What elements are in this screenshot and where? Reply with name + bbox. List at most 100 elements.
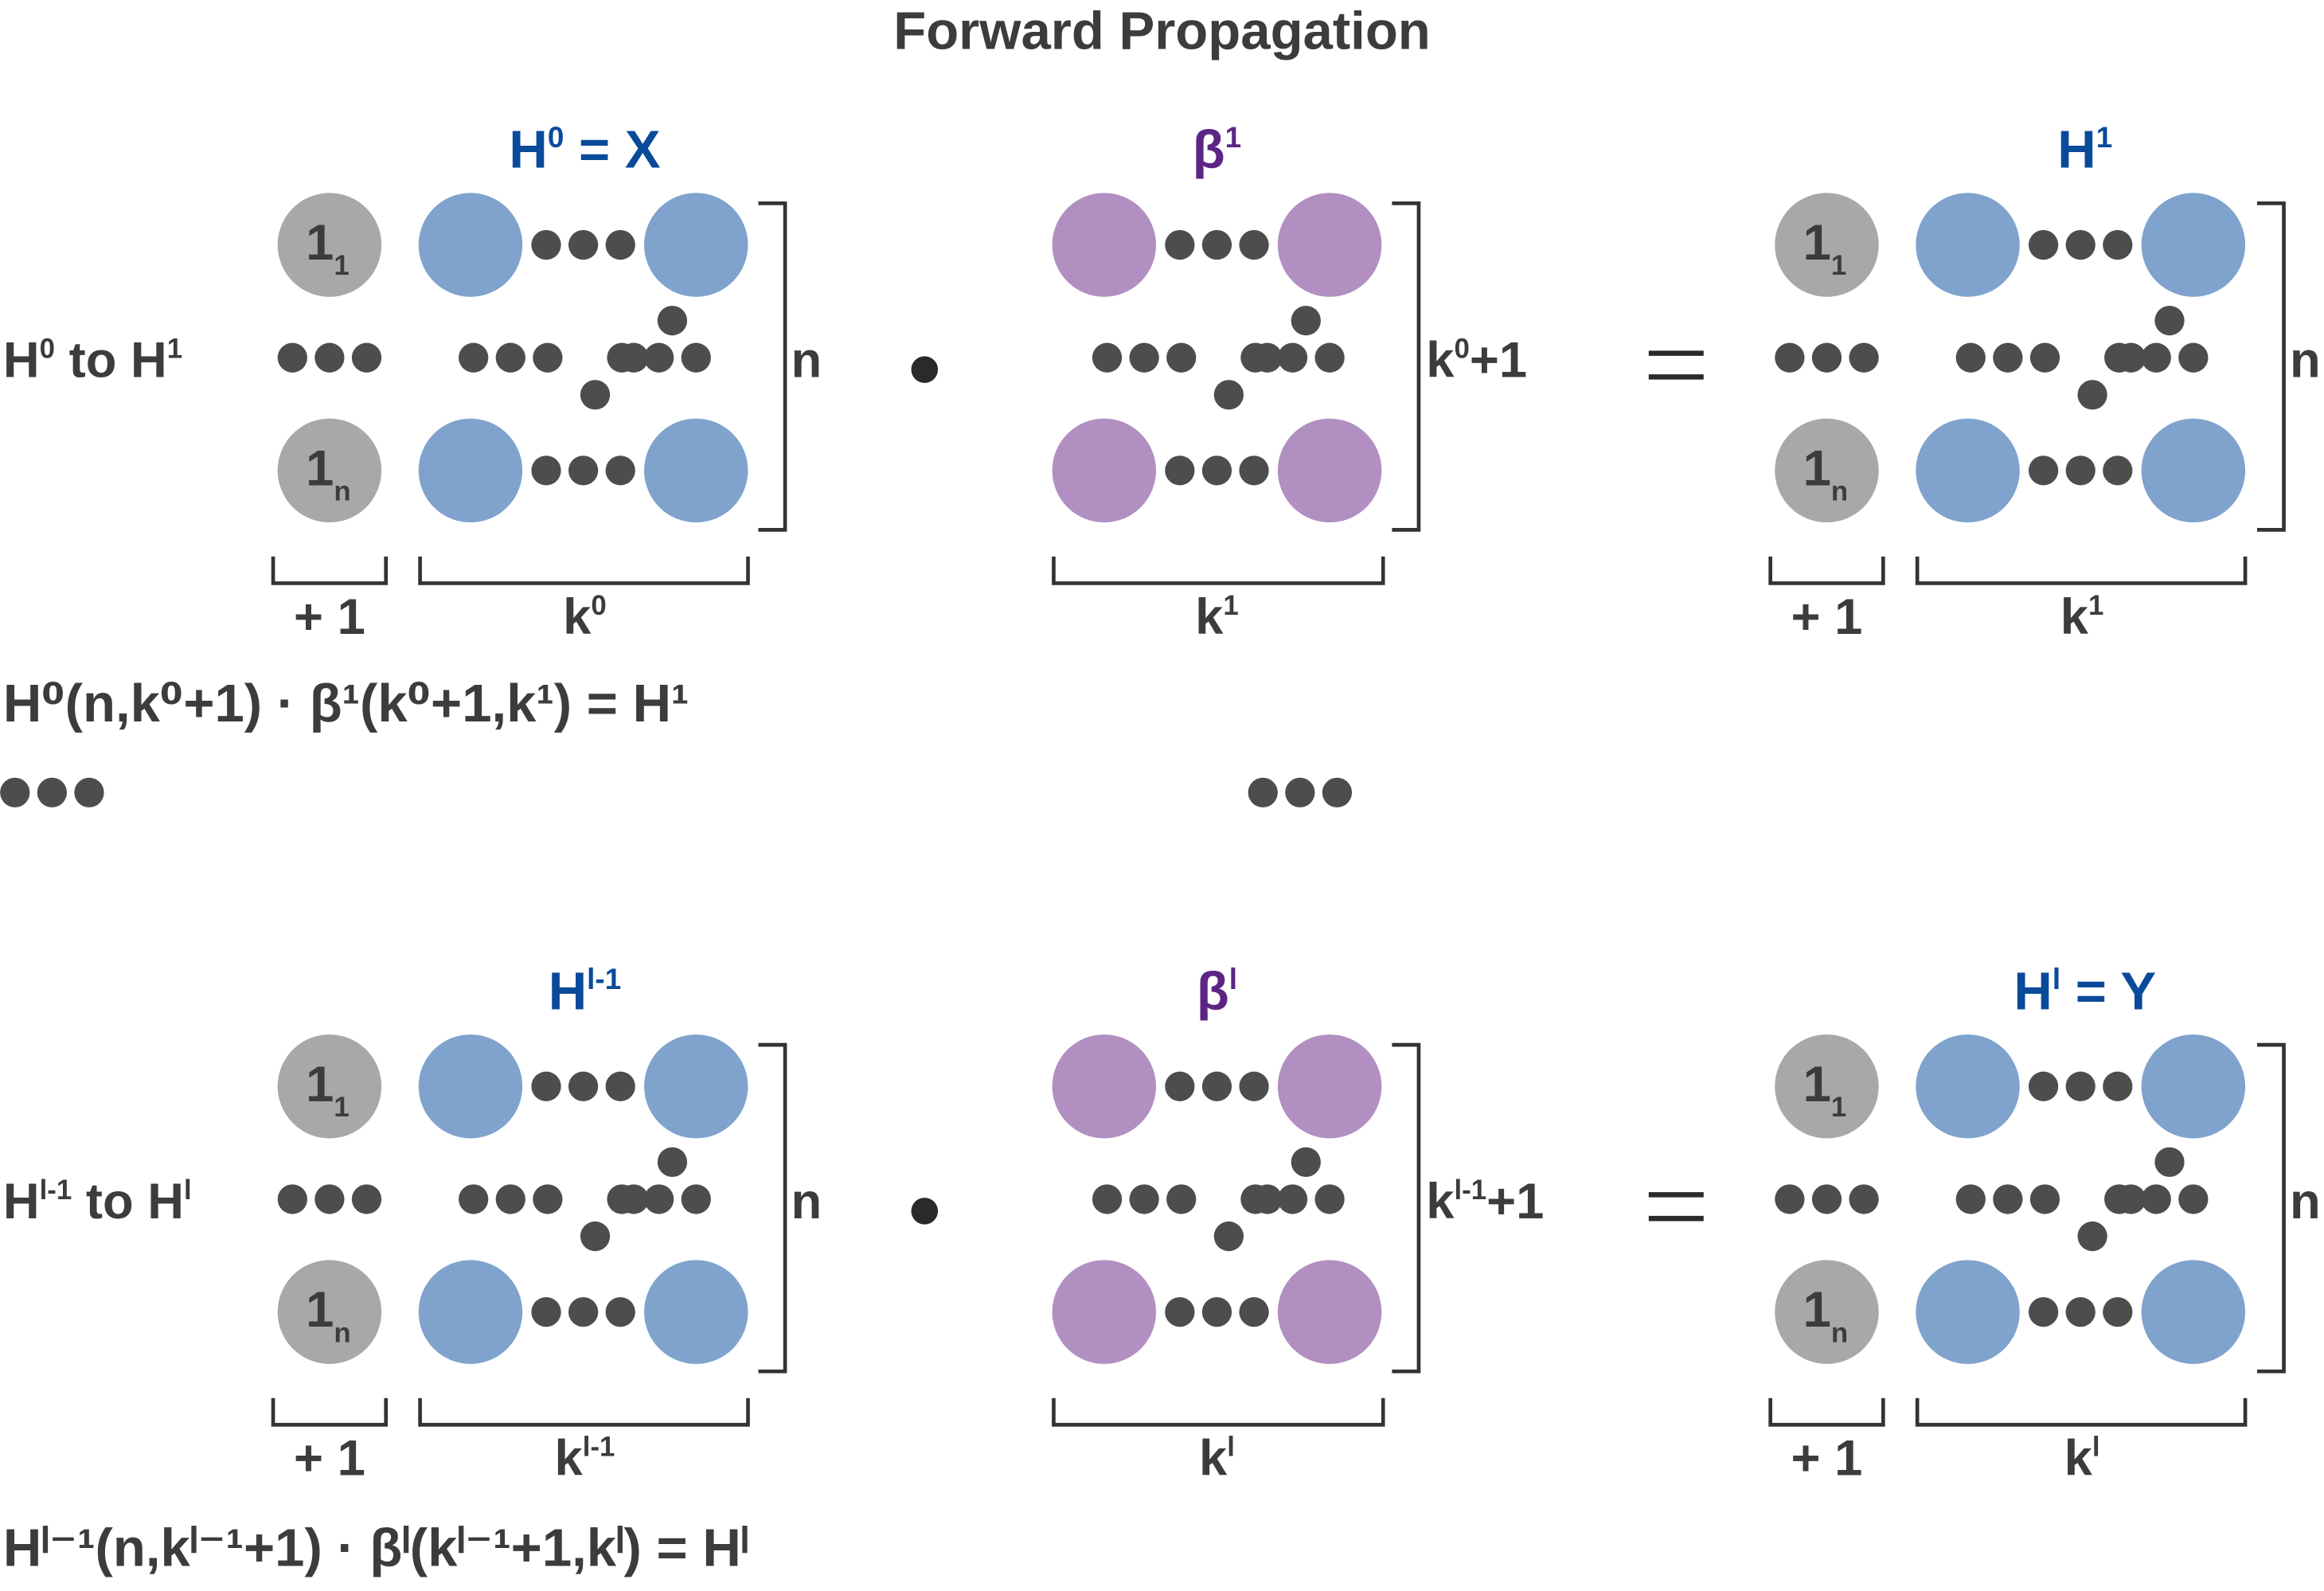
ellipsis-dot <box>619 1184 649 1214</box>
weight-node-bottom-right <box>1277 418 1382 523</box>
input-bias-ellipsis <box>277 342 382 373</box>
input-bias-bracket <box>271 1398 389 1427</box>
output-bottom-row-ellipsis <box>2028 455 2133 486</box>
input-middle-left-ellipsis <box>459 342 563 373</box>
ellipsis-dot <box>605 1071 635 1101</box>
layer-row-last: Hl-1​ to Hl​ Hl-1​ 11​ 1n​ n + 1 kl-1​ βl​ kl-1​… <box>3 961 2321 1577</box>
input-width-label: k0​ <box>563 589 607 645</box>
ellipsis-dot <box>1775 342 1805 373</box>
input-bias-node-bottom-label: 1n​ <box>306 440 351 506</box>
output-node-bottom-left <box>1916 418 2020 523</box>
ellipsis-dot <box>2077 1221 2107 1252</box>
ellipsis-dot <box>1092 342 1123 373</box>
ellipsis-dot <box>314 342 345 373</box>
input-bias-node-bottom-label: 1n​ <box>306 1282 351 1348</box>
ellipsis-dot <box>2065 455 2096 486</box>
ellipsis-dot <box>1201 1071 1232 1101</box>
input-bias-node-top <box>277 193 382 297</box>
input-node-top-right <box>644 193 748 297</box>
ellipsis-dot <box>2141 1184 2171 1214</box>
ellipsis-dot <box>531 229 561 260</box>
output-width-label: kl​ <box>2064 1431 2100 1487</box>
input-rows-label: n <box>791 1174 822 1229</box>
input-rows-bracket <box>758 1042 787 1374</box>
ellipsis-dot <box>605 229 635 260</box>
ellipsis-dot <box>568 1071 599 1101</box>
output-width-bracket <box>1915 1398 2248 1427</box>
ellipsis-dot <box>533 342 563 373</box>
output-node-top-right <box>2141 193 2246 297</box>
ellipsis-dot <box>1092 1184 1123 1214</box>
output-rows-bracket <box>2256 201 2286 532</box>
input-width-bracket <box>418 1398 750 1427</box>
output-bias-label: + 1 <box>1791 1431 1863 1487</box>
output-node-top-left <box>1916 193 2020 297</box>
ellipsis-dot <box>1811 1184 1842 1214</box>
output-middle-left-ellipsis <box>1955 1184 2060 1214</box>
input-bias-bracket <box>271 556 389 585</box>
input-node-bottom-left <box>418 418 523 523</box>
ellipsis-dot <box>2103 229 2133 260</box>
ellipsis-dot <box>605 455 635 486</box>
ellipsis-dot <box>351 342 382 373</box>
ellipsis-dot <box>1955 342 1986 373</box>
shape-equation: Hˡ⁻¹(n,kˡ⁻¹+1) · βˡ(kˡ⁻¹+1,kˡ) = Hˡ <box>3 1518 748 1577</box>
ellipsis-dot <box>531 1296 561 1327</box>
shape-equation: H⁰(n,k⁰+1) · β¹(k⁰+1,k¹) = H¹ <box>3 674 689 733</box>
input-bias-ellipsis <box>277 1184 382 1214</box>
ellipsis-dot <box>681 1184 711 1214</box>
ellipsis-dot <box>1239 1296 1269 1327</box>
weight-width-bracket <box>1052 556 1385 585</box>
ellipsis-dot <box>1201 1296 1232 1327</box>
input-bias-label: + 1 <box>294 589 365 645</box>
input-node-bottom-right <box>644 418 748 523</box>
weight-matrix-label: β1​ <box>1193 120 1241 180</box>
output-rows-bracket <box>2256 1042 2286 1374</box>
weight-node-bottom-left <box>1052 418 1157 523</box>
ellipsis-dot <box>495 342 525 373</box>
input-bias-node-bottom <box>277 418 382 523</box>
ellipsis-dot <box>277 1184 307 1214</box>
ellipsis-dot <box>1129 342 1159 373</box>
output-rows-label: n <box>2290 332 2321 388</box>
ellipsis-dot <box>2028 1296 2059 1327</box>
output-bias-bracket <box>1768 1398 1885 1427</box>
ellipsis-dot <box>568 1296 599 1327</box>
ellipsis-dot <box>277 342 307 373</box>
ellipsis-dot <box>2115 342 2146 373</box>
ellipsis-dot <box>1277 1184 1308 1214</box>
output-top-row-ellipsis <box>2028 1071 2133 1101</box>
weight-node-top-right <box>1277 1034 1382 1139</box>
ellipsis-dot <box>568 229 599 260</box>
weight-diagonal-ellipsis <box>1213 305 1321 410</box>
ellipsis-dot <box>1166 1184 1197 1214</box>
output-top-row-ellipsis <box>2028 229 2133 260</box>
input-rows-bracket <box>758 201 787 532</box>
ellipsis-dot <box>1165 229 1195 260</box>
ellipsis-dot <box>1213 1221 1244 1252</box>
ellipsis-dot <box>1314 342 1345 373</box>
ellipsis-dot <box>1166 342 1197 373</box>
ellipsis-dot <box>681 342 711 373</box>
output-bias-node-top <box>1775 193 1879 297</box>
continuation-ellipsis-left <box>0 777 104 807</box>
input-diagonal-ellipsis <box>580 1147 688 1252</box>
weight-width-label: kl​ <box>1199 1431 1235 1487</box>
ellipsis-dot <box>2178 1184 2209 1214</box>
ellipsis-dot <box>1849 1184 1879 1214</box>
weight-width-bracket <box>1052 1398 1385 1427</box>
output-width-bracket <box>1915 556 2248 585</box>
input-node-bottom-right <box>644 1260 748 1364</box>
ellipsis-dot <box>1277 342 1308 373</box>
output-bias-ellipsis <box>1775 342 1879 373</box>
weight-middle-left-ellipsis <box>1092 342 1197 373</box>
output-bias-node-bottom <box>1775 418 1879 523</box>
output-bias-node-top-label: 11​ <box>1803 1057 1847 1123</box>
ellipsis-dot <box>1165 1071 1195 1101</box>
ellipsis-dot <box>533 1184 563 1214</box>
ellipsis-dot <box>2154 305 2185 336</box>
ellipsis-dot <box>657 305 688 336</box>
ellipsis-dot <box>1291 1147 1321 1177</box>
ellipsis-dot <box>1239 1071 1269 1101</box>
